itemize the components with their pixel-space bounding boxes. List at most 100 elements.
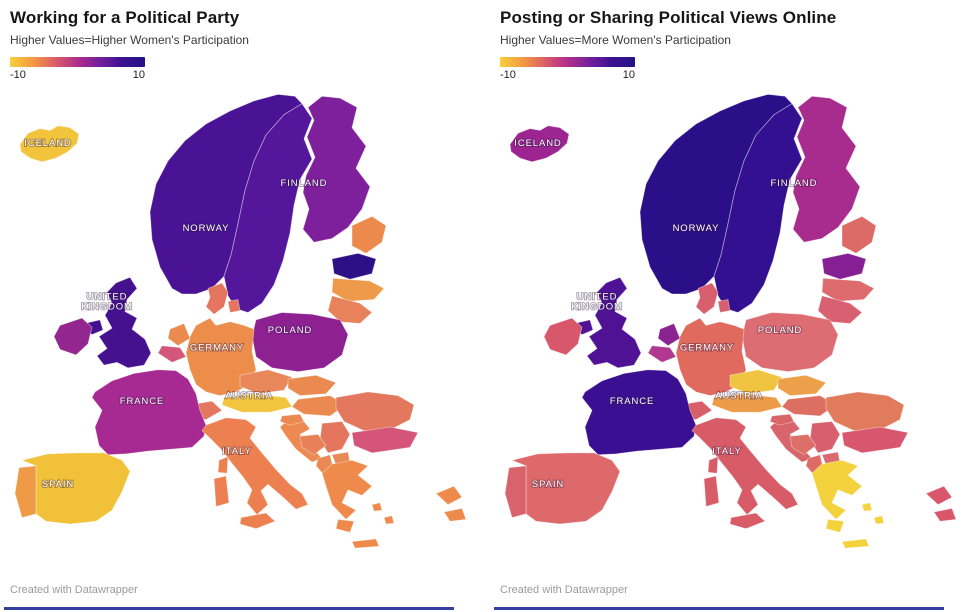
country-label-italy: ITALY [712, 446, 741, 456]
legend-labels: -10 10 [10, 69, 145, 81]
country-uk[interactable] [574, 276, 642, 369]
country-bulgaria[interactable] [841, 426, 909, 454]
country-denmark[interactable] [205, 282, 241, 315]
country-slovenia[interactable] [279, 413, 305, 426]
country-bosnia[interactable] [299, 434, 327, 456]
country-label-italy: ITALY [222, 446, 251, 456]
country-netherlands[interactable] [167, 323, 191, 347]
map-panel-political-views-online: Posting or Sharing Political Views Onlin… [490, 0, 980, 612]
country-estonia[interactable] [821, 252, 867, 280]
country-label-germany: GERMANY [680, 343, 734, 353]
country-portugal[interactable] [504, 465, 527, 518]
country-portugal[interactable] [14, 465, 37, 518]
country-greece[interactable] [811, 459, 885, 549]
country-norway[interactable] [149, 94, 303, 295]
legend-min-label: -10 [500, 69, 516, 81]
page-title: Posting or Sharing Political Views Onlin… [500, 8, 837, 27]
country-russia[interactable] [351, 215, 387, 254]
panel-subtitle: Higher Values=More Women's Participation [500, 33, 731, 47]
country-turkey[interactable] [925, 485, 957, 522]
country-czechia[interactable] [729, 369, 783, 395]
country-latvia[interactable] [821, 277, 875, 302]
attribution-link[interactable]: Created with Datawrapper [500, 584, 628, 596]
country-sweden[interactable] [223, 103, 313, 313]
color-scale-legend: -10 10 [500, 57, 635, 81]
country-france[interactable] [581, 369, 697, 456]
bottom-rule [4, 607, 454, 610]
legend-labels: -10 10 [500, 69, 635, 81]
legend-gradient-bar [500, 57, 635, 67]
country-turkey[interactable] [435, 485, 467, 522]
country-netherlands[interactable] [657, 323, 681, 347]
legend-min-label: -10 [10, 69, 26, 81]
country-label-finland: FINLAND [771, 178, 818, 188]
choropleth-map-online-views[interactable]: ICELAND NORWAY FINLAND UNITED KINGDOM GERMANY… [490, 87, 980, 549]
country-bulgaria[interactable] [351, 426, 419, 454]
color-scale-legend: -10 10 [10, 57, 145, 81]
panel-header: Posting or Sharing Political Views Onlin… [490, 8, 980, 47]
map-panel-political-party: Working for a Political Party Higher Val… [0, 8, 490, 610]
country-austria[interactable] [221, 393, 293, 413]
country-serbia[interactable] [319, 421, 351, 454]
country-poland[interactable] [251, 312, 349, 372]
country-finland[interactable] [302, 95, 371, 243]
country-ireland[interactable] [53, 317, 93, 356]
country-slovakia[interactable] [287, 374, 337, 396]
country-label-norway: NORWAY [183, 223, 230, 233]
country-austria[interactable] [711, 393, 783, 413]
country-iceland[interactable] [509, 125, 570, 163]
country-label-poland: POLAND [758, 325, 802, 335]
country-label-germany: GERMANY [190, 343, 244, 353]
country-label-uk: UNITED KINGDOM [81, 292, 133, 312]
country-slovenia[interactable] [769, 413, 795, 426]
country-spain[interactable] [511, 452, 621, 525]
country-label-poland: POLAND [268, 325, 312, 335]
panel-header: Working for a Political Party Higher Val… [0, 8, 490, 47]
country-lithuania[interactable] [817, 295, 863, 324]
country-italy[interactable] [691, 417, 799, 530]
country-norway[interactable] [639, 94, 793, 295]
country-denmark[interactable] [695, 282, 731, 315]
country-label-austria: AUSTRIA [225, 391, 272, 401]
country-label-norway: NORWAY [673, 223, 720, 233]
bottom-rule [494, 607, 944, 610]
country-italy[interactable] [201, 417, 309, 530]
country-lithuania[interactable] [327, 295, 373, 324]
legend-max-label: 10 [132, 69, 145, 81]
country-label-finland: FINLAND [281, 178, 328, 188]
country-label-uk: UNITED KINGDOM [571, 292, 623, 312]
country-label-france: FRANCE [120, 396, 164, 406]
country-serbia[interactable] [809, 421, 841, 454]
country-romania[interactable] [825, 391, 905, 432]
country-czechia[interactable] [239, 369, 293, 395]
panel-subtitle: Higher Values=Higher Women's Participati… [10, 33, 249, 47]
country-slovakia[interactable] [777, 374, 827, 396]
country-belgium[interactable] [647, 345, 677, 363]
country-label-spain: SPAIN [42, 479, 74, 489]
country-belgium[interactable] [157, 345, 187, 363]
attribution-link[interactable]: Created with Datawrapper [10, 584, 138, 596]
choropleth-map-political-party[interactable]: ICELAND NORWAY FINLAND UNITED KINGDOM GERMANY… [0, 87, 490, 549]
country-finland[interactable] [792, 95, 861, 243]
country-estonia[interactable] [331, 252, 377, 280]
country-iceland[interactable] [19, 125, 80, 163]
country-poland[interactable] [741, 312, 839, 372]
country-russia[interactable] [841, 215, 877, 254]
country-romania[interactable] [335, 391, 415, 432]
country-label-france: FRANCE [610, 396, 654, 406]
page-title: Working for a Political Party [10, 8, 240, 27]
country-label-spain: SPAIN [532, 479, 564, 489]
country-label-iceland: ICELAND [24, 138, 71, 148]
country-greece[interactable] [321, 459, 395, 549]
country-bosnia[interactable] [789, 434, 817, 456]
country-label-austria: AUSTRIA [715, 391, 762, 401]
country-uk[interactable] [84, 276, 152, 369]
country-latvia[interactable] [331, 277, 385, 302]
country-ireland[interactable] [543, 317, 583, 356]
legend-gradient-bar [10, 57, 145, 67]
country-france[interactable] [91, 369, 207, 456]
legend-max-label: 10 [622, 69, 635, 81]
country-spain[interactable] [21, 452, 131, 525]
country-label-iceland: ICELAND [514, 138, 561, 148]
country-sweden[interactable] [713, 103, 803, 313]
